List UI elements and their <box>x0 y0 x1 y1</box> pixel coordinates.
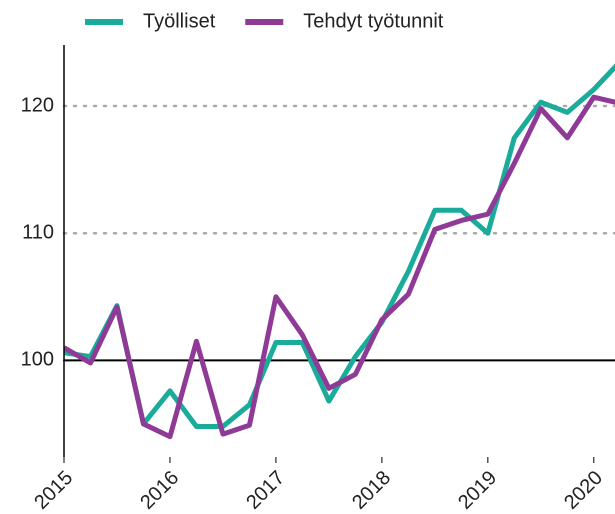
y-tick-label: 110 <box>22 221 54 243</box>
series-line <box>64 94 615 440</box>
legend-label: Työlliset <box>143 10 216 32</box>
x-tick-label: 2016 <box>136 467 183 514</box>
axes: 100 110 120 2015 2016 2017 2018 2019 2020 Työllis… <box>21 10 607 513</box>
x-tick-label: 2015 <box>30 467 77 514</box>
x-tick-label: 2019 <box>454 467 501 514</box>
legend-label: Tehdyt työtunnit <box>303 10 444 32</box>
x-tick-label: 2017 <box>242 467 289 514</box>
lines <box>64 63 615 440</box>
grid <box>62 104 615 362</box>
x-tick-label: 2018 <box>348 467 395 514</box>
y-tick-label: 120 <box>21 94 54 116</box>
x-tick-label: 2020 <box>560 467 607 514</box>
series-line <box>64 63 615 429</box>
y-tick-label: 100 <box>21 349 54 371</box>
